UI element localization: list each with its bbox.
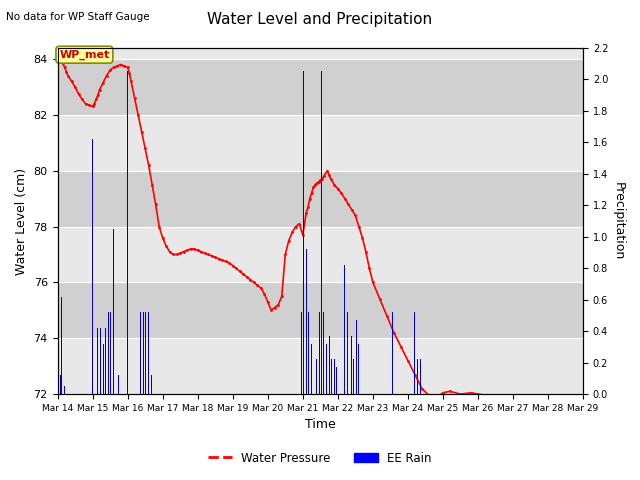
- Bar: [417, 360, 418, 394]
- Legend: Water Pressure, EE Rain: Water Pressure, EE Rain: [204, 447, 436, 469]
- Bar: [118, 375, 119, 394]
- Bar: [58, 59, 583, 115]
- Bar: [301, 312, 302, 394]
- Bar: [110, 312, 111, 394]
- Bar: [58, 171, 583, 227]
- Bar: [321, 72, 322, 394]
- Bar: [64, 386, 65, 394]
- Bar: [97, 328, 99, 394]
- Bar: [61, 297, 62, 394]
- Bar: [58, 115, 583, 171]
- Text: WP_met: WP_met: [60, 49, 109, 60]
- Bar: [316, 360, 317, 394]
- Bar: [58, 227, 583, 282]
- Bar: [308, 312, 309, 394]
- Bar: [102, 344, 104, 394]
- Bar: [358, 344, 359, 394]
- Bar: [353, 360, 354, 394]
- Bar: [108, 312, 109, 394]
- Bar: [58, 338, 583, 394]
- Bar: [347, 312, 348, 394]
- Bar: [329, 336, 330, 394]
- Bar: [145, 312, 147, 394]
- Bar: [303, 72, 304, 394]
- X-axis label: Time: Time: [305, 419, 336, 432]
- Bar: [60, 375, 61, 394]
- Bar: [92, 139, 93, 394]
- Y-axis label: Water Level (cm): Water Level (cm): [15, 168, 28, 275]
- Y-axis label: Precipitation: Precipitation: [612, 182, 625, 260]
- Bar: [58, 282, 583, 338]
- Bar: [75, 139, 76, 394]
- Bar: [311, 344, 312, 394]
- Bar: [143, 312, 144, 394]
- Bar: [58, 48, 583, 59]
- Bar: [150, 375, 152, 394]
- Bar: [323, 312, 324, 394]
- Bar: [148, 312, 149, 394]
- Bar: [130, 139, 131, 394]
- Bar: [356, 320, 357, 394]
- Bar: [344, 265, 346, 394]
- Bar: [334, 360, 335, 394]
- Bar: [306, 249, 307, 394]
- Bar: [127, 72, 128, 394]
- Text: Water Level and Precipitation: Water Level and Precipitation: [207, 12, 433, 27]
- Text: No data for WP Staff Gauge: No data for WP Staff Gauge: [6, 12, 150, 22]
- Bar: [113, 229, 114, 394]
- Bar: [319, 312, 320, 394]
